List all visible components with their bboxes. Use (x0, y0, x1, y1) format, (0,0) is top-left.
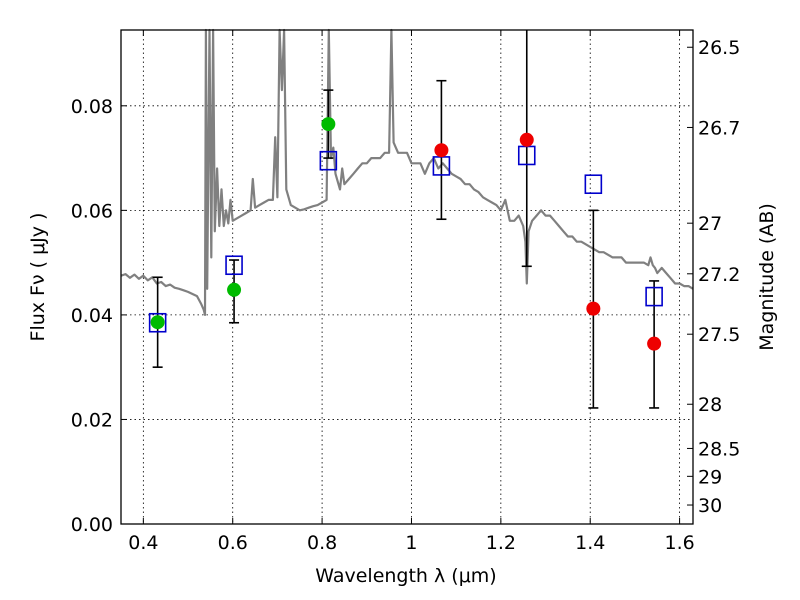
right-tick-label: 26.7 (698, 117, 740, 139)
right-tick-label: 30 (698, 495, 722, 517)
right-tick-label: 27 (698, 213, 722, 235)
y-tick-label: 0.00 (71, 514, 113, 536)
model-box (148, 312, 167, 333)
right-tick-label: 28.5 (698, 438, 740, 460)
y-tick-label: 0.04 (71, 305, 113, 327)
spectrum-line (120, 28, 694, 316)
model-box (225, 255, 243, 276)
right-tick-label: 28 (698, 394, 722, 416)
red-point (586, 301, 601, 316)
x-tick-label: 0.8 (307, 532, 337, 554)
red-point (519, 132, 534, 147)
x-tick-label: 0.4 (128, 532, 158, 554)
red-point (647, 336, 662, 351)
x-tick-label: 1.4 (575, 532, 605, 554)
axis-ticks: 0.4 0.6 0.8 1 1.2 1.4 1.6 0.00 0.02 0.04 0.06 0.08 2… (71, 30, 740, 554)
right-tick-label: 26.5 (698, 37, 740, 59)
model-boxes (148, 145, 663, 333)
x-tick-label: 0.6 (218, 532, 248, 554)
right-tick-label: 27.5 (698, 324, 740, 346)
x-tick-label: 1.6 (664, 532, 694, 554)
detection-point (150, 315, 165, 330)
plot-frame (120, 29, 694, 525)
model-box (584, 174, 603, 195)
spectrum (120, 28, 694, 316)
model-box (319, 150, 338, 171)
model-box (645, 286, 663, 307)
y-tick-label: 0.02 (71, 409, 113, 431)
x-tick-label: 1 (405, 532, 417, 554)
red-point (434, 143, 449, 158)
y-tick-label: 0.08 (71, 96, 113, 118)
right-tick-label: 27.2 (698, 264, 740, 286)
x-axis-title: Wavelength λ (μm) (315, 565, 496, 587)
x-tick-label: 1.2 (486, 532, 516, 554)
right-axis-title: Magnitude (AB) (756, 203, 778, 351)
y-tick-label: 0.06 (71, 200, 113, 222)
right-tick-label: 29 (698, 466, 722, 488)
y-axis-title: Flux Fν ( μJy ) (27, 213, 49, 342)
detection-point (227, 282, 242, 297)
photometry-points (150, 117, 662, 351)
detection-point (321, 117, 336, 132)
